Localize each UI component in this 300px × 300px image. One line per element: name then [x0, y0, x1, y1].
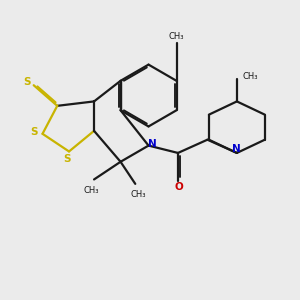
- Text: N: N: [148, 139, 156, 149]
- Text: CH₃: CH₃: [130, 190, 146, 199]
- Text: N: N: [232, 143, 241, 154]
- Text: S: S: [31, 127, 38, 137]
- Text: S: S: [23, 77, 31, 87]
- Text: O: O: [174, 182, 183, 192]
- Text: CH₃: CH₃: [83, 186, 99, 195]
- Text: CH₃: CH₃: [169, 32, 184, 40]
- Text: S: S: [63, 154, 70, 164]
- Text: CH₃: CH₃: [242, 73, 258, 82]
